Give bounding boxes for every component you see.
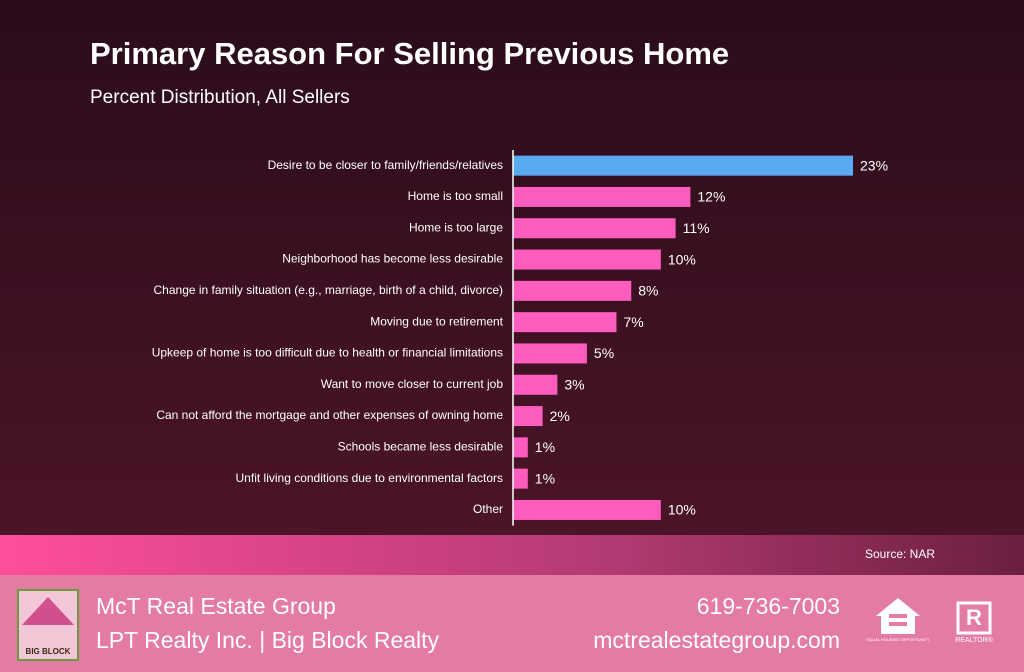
band <box>0 535 1024 575</box>
chart-subtitle: Percent Distribution, All Sellers <box>90 87 350 108</box>
website: mctrealestategroup.com <box>593 627 840 653</box>
category-label: Can not afford the mortgage and other ex… <box>156 408 503 422</box>
bar <box>513 312 617 333</box>
category-label: Home is too small <box>408 189 503 203</box>
category-label: Desire to be closer to family/friends/re… <box>268 158 503 172</box>
value-label: 2% <box>550 408 570 424</box>
category-label: Neighborhood has become less desirable <box>282 252 503 266</box>
equal-housing-text: EQUAL HOUSING OPPORTUNITY <box>866 637 929 642</box>
background <box>0 0 1024 535</box>
bar <box>513 374 558 395</box>
bar <box>513 468 528 489</box>
value-label: 1% <box>535 439 555 455</box>
value-label: 23% <box>860 157 888 173</box>
bar <box>513 343 587 364</box>
bar <box>513 406 543 427</box>
value-label: 10% <box>668 502 696 518</box>
chart-title: Primary Reason For Selling Previous Home <box>90 36 729 71</box>
category-label: Want to move closer to current job <box>321 377 504 391</box>
equal-housing-icon: EQUAL HOUSING OPPORTUNITY <box>866 598 930 642</box>
bar <box>513 437 528 458</box>
value-label: 10% <box>668 251 696 267</box>
source: Source: NAR <box>865 547 935 561</box>
bar <box>513 499 661 520</box>
bar <box>513 280 632 301</box>
footer <box>0 575 1024 672</box>
category-label: Change in family situation (e.g., marria… <box>154 283 504 297</box>
category-label: Unfit living conditions due to environme… <box>236 471 503 485</box>
realtor-icon: R REALTOR® <box>955 601 994 644</box>
value-label: 7% <box>623 314 643 330</box>
company: McT Real Estate Group <box>96 593 336 619</box>
value-label: 1% <box>535 470 555 486</box>
bar <box>513 218 676 239</box>
category-label: Schools became less desirable <box>338 440 504 454</box>
category-label: Home is too large <box>409 220 503 234</box>
brokerage: LPT Realty Inc. | Big Block Realty <box>96 627 440 653</box>
value-label: 8% <box>638 283 658 299</box>
value-label: 11% <box>683 220 710 236</box>
bar <box>513 249 661 270</box>
value-label: 5% <box>594 345 614 361</box>
value-label: 3% <box>564 376 584 392</box>
phone: 619-736-7003 <box>697 593 840 619</box>
value-label: 12% <box>697 189 725 205</box>
category-label: Upkeep of home is too difficult due to h… <box>152 346 503 360</box>
logo: BIG BLOCK <box>17 589 79 661</box>
realtor-r: R <box>966 605 982 630</box>
bar <box>513 155 853 176</box>
bar <box>513 186 691 207</box>
realtor-text: REALTOR® <box>955 636 993 644</box>
logo-text: BIG BLOCK <box>26 647 71 656</box>
category-label: Other <box>473 502 503 516</box>
category-label: Moving due to retirement <box>370 314 503 328</box>
